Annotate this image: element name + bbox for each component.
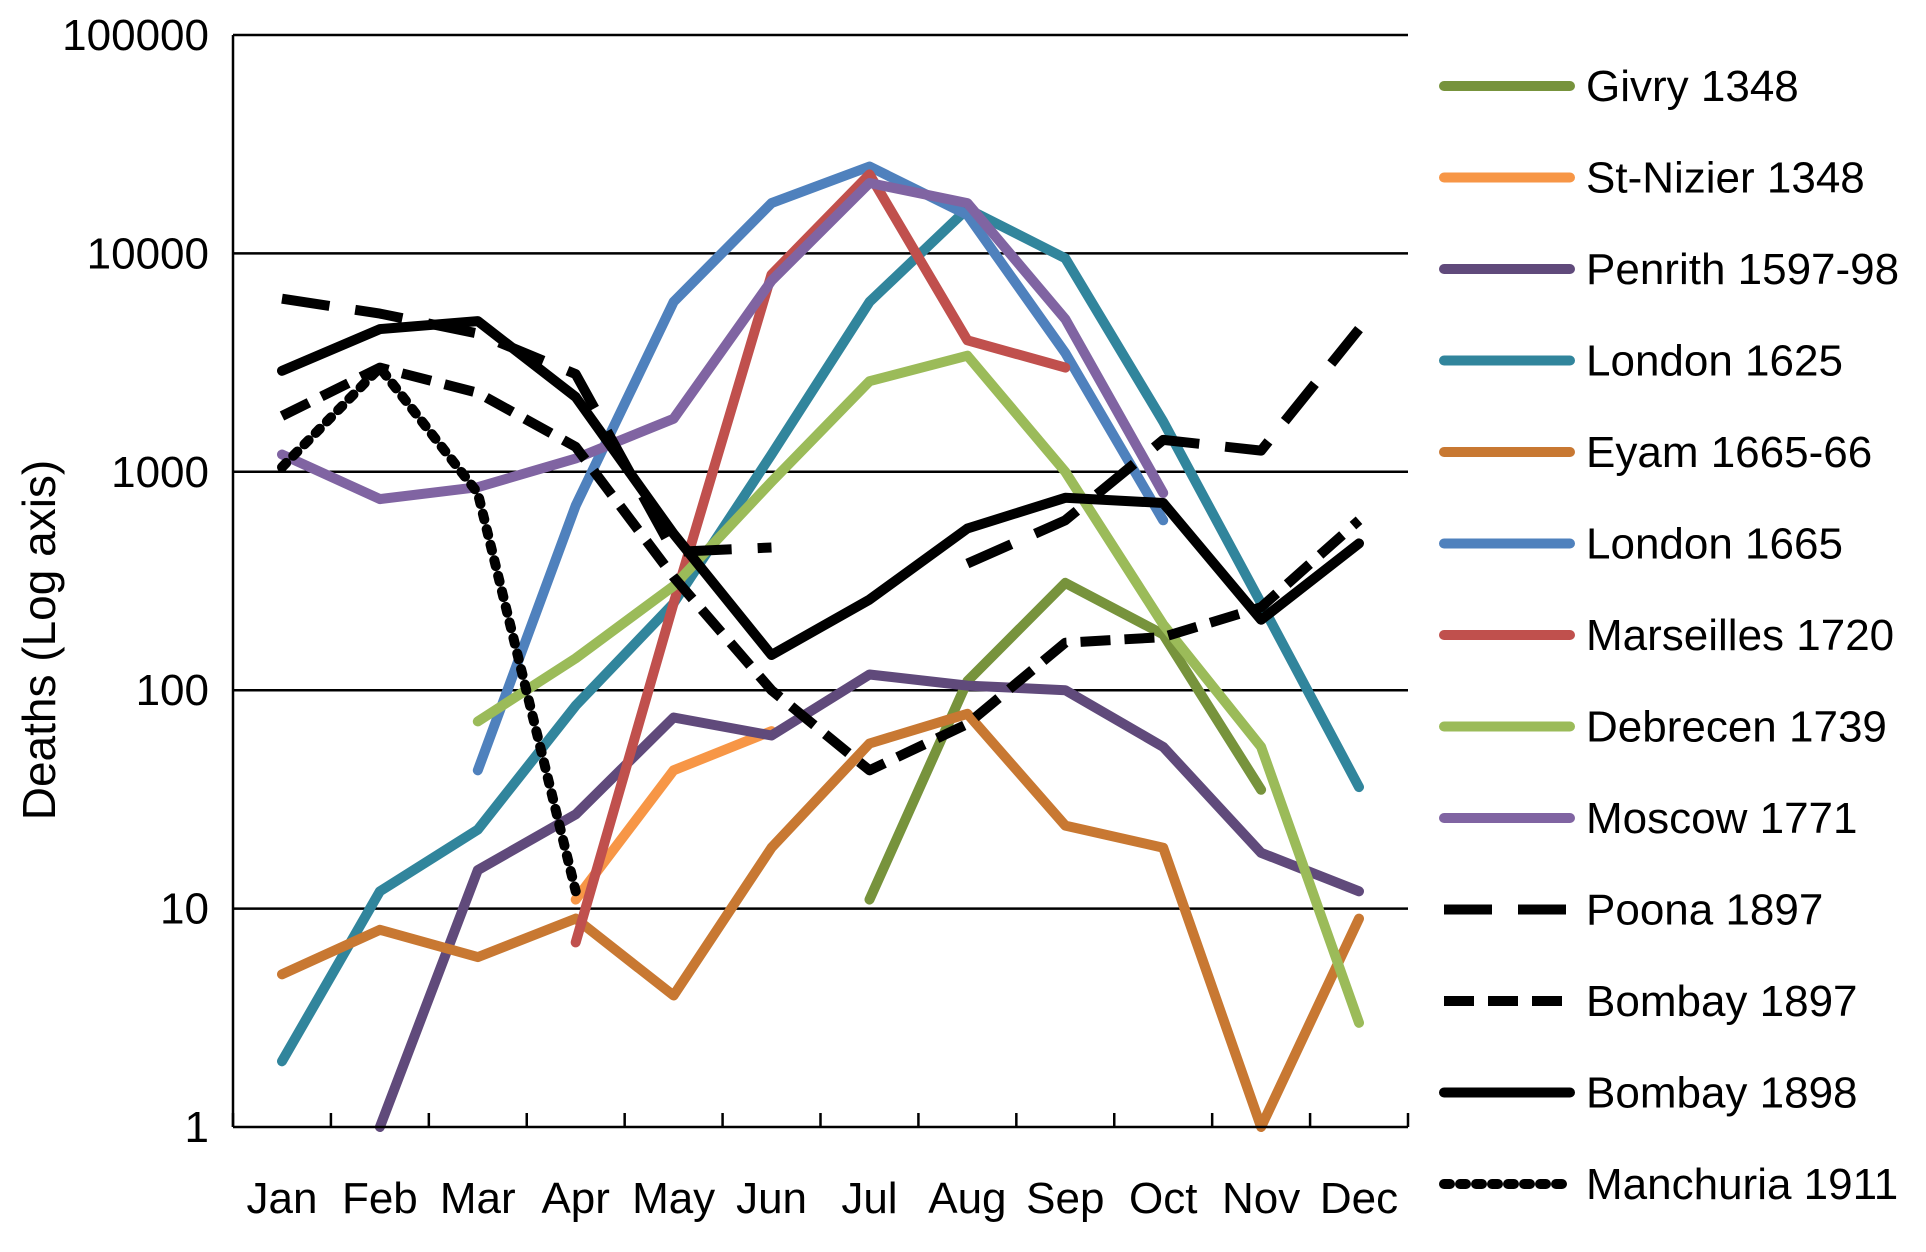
x-tick-label: Jan [246,1174,317,1223]
series-line-marseilles-1720 [570,169,1071,948]
axes [231,35,1410,1129]
series-line-london-1625 [277,203,1364,1067]
x-tick-label: Oct [1129,1174,1197,1223]
legend-label-manchuria-1911: Manchuria 1911 [1586,1160,1898,1209]
series-line-bombay-1898 [277,316,1364,660]
y-tick-label: 100 [136,666,209,715]
x-tick-label: Dec [1320,1174,1398,1223]
y-tick-label: 10 [160,885,209,934]
series-line-london-1665 [472,161,1169,776]
x-tick-label: Aug [928,1174,1006,1223]
x-tick-label: May [632,1174,715,1223]
legend-label-eyam-1665-66: Eyam 1665-66 [1586,428,1872,477]
series-line-eyam-1665-66 [277,708,1364,1132]
legend-label-london-1665: London 1665 [1586,520,1843,569]
y-axis-title: Deaths (Log axis) [13,460,65,821]
legend-label-debrecen-1739: Debrecen 1739 [1586,703,1887,752]
legend-label-marseilles-1720: Marseilles 1720 [1586,611,1894,660]
series-line-debrecen-1739 [472,350,1364,1028]
x-tick-label: Apr [541,1174,609,1223]
legend-label-london-1625: London 1625 [1586,337,1843,386]
legend-label-moscow-1771: Moscow 1771 [1586,794,1857,843]
series-line-bombay-1897 [279,362,1363,776]
gridlines [233,33,1408,910]
series-line-penrith-1597-98 [374,669,1364,1132]
y-tick-label: 1000 [111,448,209,497]
legend-label-bombay-1897: Bombay 1897 [1586,977,1858,1026]
legend-label-st-nizier-1348: St-Nizier 1348 [1586,154,1865,203]
x-tick-label: Jun [736,1174,807,1223]
legend: Givry 1348 St-Nizier 1348 Penrith 1597-98 L… [1439,62,1899,1209]
legend-label-poona-1897: Poona 1897 [1586,886,1823,935]
x-tick-label: Sep [1026,1174,1104,1223]
legend-label-givry-1348: Givry 1348 [1586,62,1799,111]
series-line-st-nizier-1348 [570,726,777,905]
y-tick-label: 100000 [62,11,209,60]
x-tick-label: Jul [841,1174,897,1223]
series-lines [277,161,1364,1132]
legend-label-penrith-1597-98: Penrith 1597-98 [1586,245,1899,294]
y-tick-label: 1 [185,1103,209,1152]
x-tick-label: Nov [1222,1174,1300,1223]
y-tick-label: 10000 [87,229,209,278]
series-line-givry-1348 [864,577,1267,905]
y-tick-labels: 1 10 100 1000 10000 100000 [62,11,209,1152]
x-tick-label: Feb [342,1174,418,1223]
x-tick-label: Mar [440,1174,516,1223]
series-line-moscow-1771 [277,178,1169,505]
legend-label-bombay-1898: Bombay 1898 [1586,1069,1858,1118]
series-line-manchuria-1911 [277,362,581,897]
x-tick-labels: Jan Feb Mar Apr May Jun Jul Aug Sep Oct Nov Dec [246,1174,1398,1223]
